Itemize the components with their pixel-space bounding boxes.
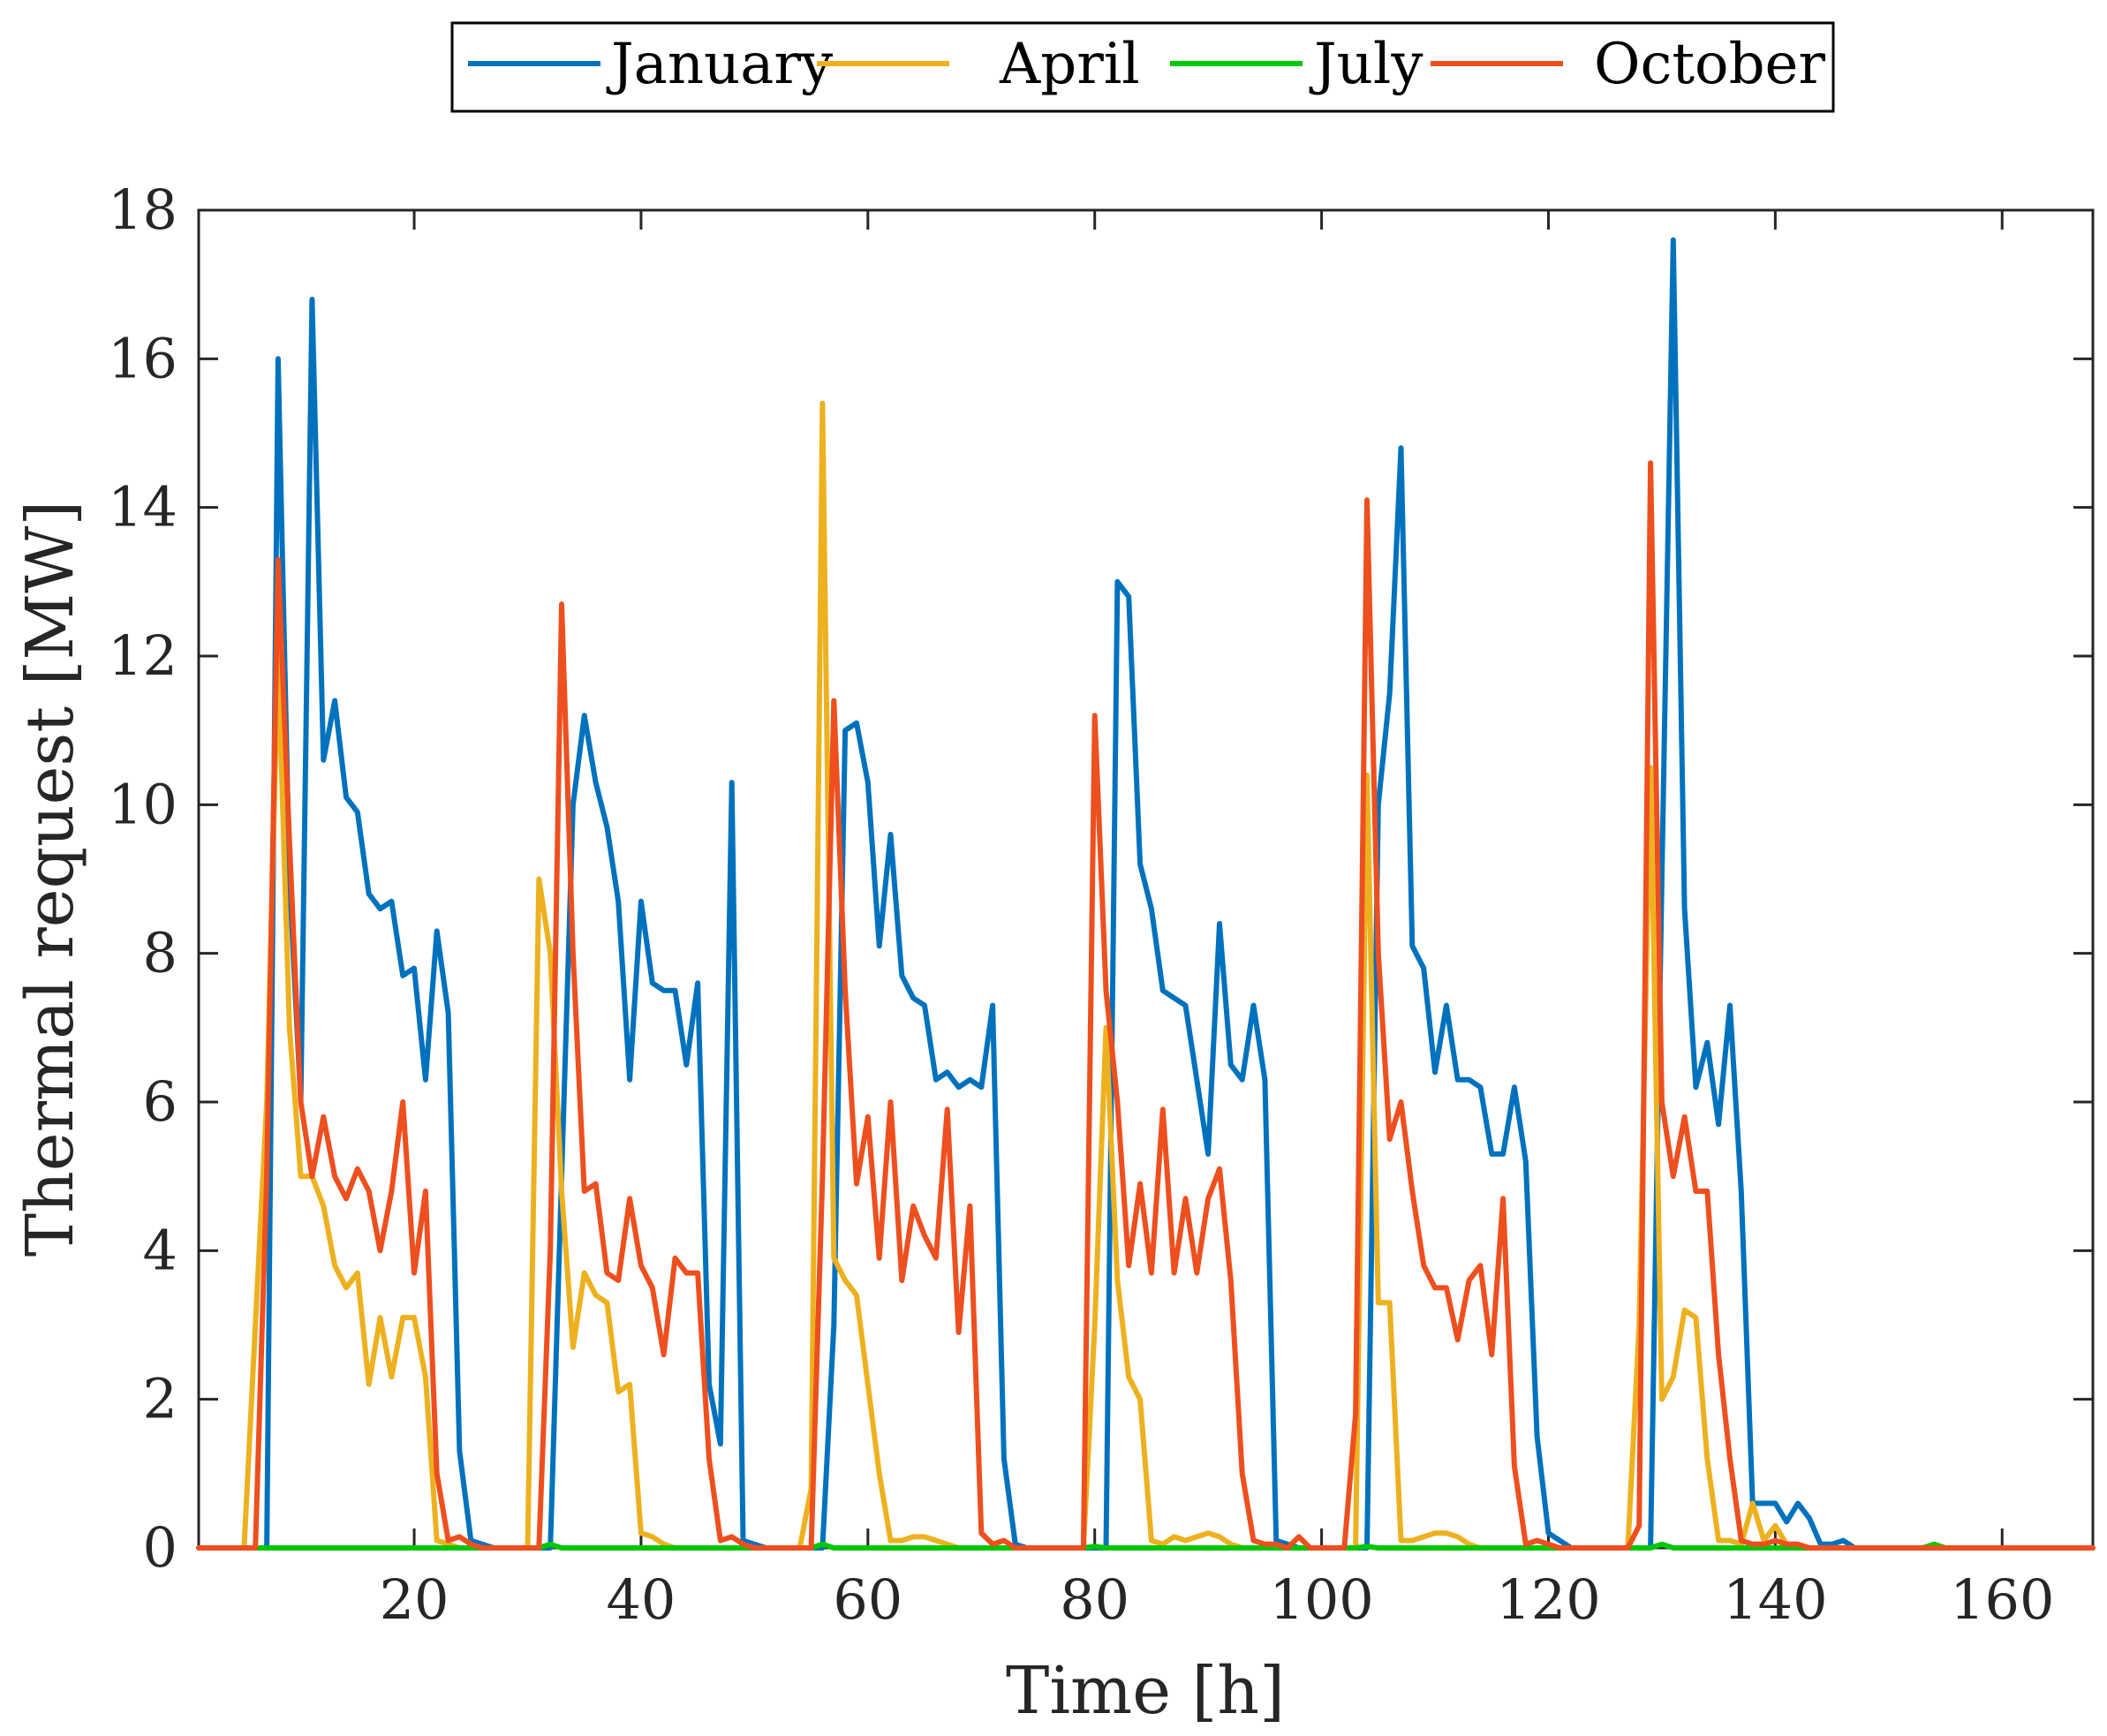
x-tick-label: 160 [1950, 1567, 2054, 1632]
legend-item-october: October [1431, 32, 1825, 97]
x-tick-label: 100 [1269, 1567, 1373, 1632]
x-tick-label: 40 [606, 1567, 676, 1632]
x-tick-label: 20 [380, 1567, 449, 1632]
axis-ticks: 20 40 60 80 100 120 140 160 0 2 4 6 8 10 12 14 16 18 [108, 177, 2093, 1632]
legend-item-january: January [468, 32, 833, 97]
x-tick-label: 60 [833, 1567, 902, 1632]
y-tick-label: 2 [143, 1367, 177, 1431]
y-tick-label: 10 [108, 772, 177, 836]
legend-label: October [1594, 32, 1825, 97]
y-axis-label: Thermal request [MW] [12, 501, 88, 1257]
series-line-april [196, 400, 2096, 1551]
x-tick-label: 140 [1723, 1567, 1827, 1632]
y-tick-label: 6 [143, 1069, 177, 1134]
y-tick-label: 0 [143, 1515, 177, 1580]
y-tick-label: 16 [108, 326, 177, 390]
y-tick-label: 18 [108, 177, 177, 242]
y-tick-label: 12 [108, 623, 177, 688]
y-tick-label: 14 [108, 475, 177, 540]
x-tick-label: 80 [1060, 1567, 1129, 1632]
legend-item-april: April [817, 32, 1140, 97]
legend: January April July October [450, 21, 1835, 113]
legend-item-july: July [1170, 32, 1424, 97]
x-tick-label: 120 [1496, 1567, 1600, 1632]
y-tick-label: 8 [143, 921, 177, 985]
legend-label: July [1309, 32, 1424, 97]
legend-label: January [606, 32, 833, 97]
legend-box [450, 21, 1835, 113]
series-line-october [196, 460, 2096, 1551]
y-tick-label: 4 [143, 1218, 177, 1282]
legend-label: April [999, 32, 1140, 97]
x-axis-label: Time [h] [1006, 1653, 1285, 1729]
series-layer [196, 237, 2096, 1551]
